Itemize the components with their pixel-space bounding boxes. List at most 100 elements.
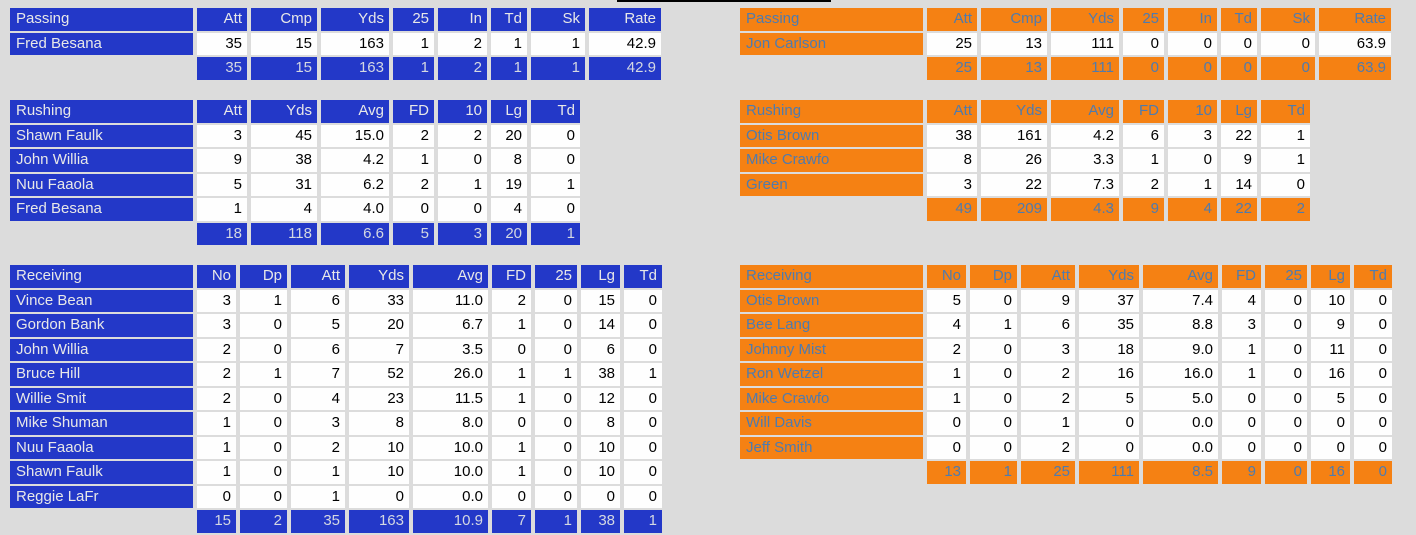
stat-cell: 19 [491, 173, 527, 196]
stat-cell: 11 [1311, 338, 1350, 361]
player-name-cell: Mike Crawfo [740, 387, 923, 410]
totals-stat-cell: 111 [1051, 57, 1119, 80]
stat-cell: 10 [581, 461, 620, 484]
stat-cell: 1 [438, 173, 487, 196]
stat-cell: 2 [1123, 173, 1164, 196]
column-header-td: Td [1354, 265, 1392, 288]
stat-cell: 1 [197, 198, 247, 221]
stat-cell: 0.0 [1143, 412, 1218, 435]
stat-cell: 20 [491, 124, 527, 147]
passing-header-row: Passing Att Cmp Yds 25 In Td Sk Rate [10, 8, 661, 31]
totals-stat-cell: 13 [981, 57, 1047, 80]
stat-cell: 0 [531, 124, 580, 147]
stat-cell: 4.2 [321, 149, 389, 172]
stat-cell: 0 [1265, 363, 1307, 386]
totals-stat-cell: 0 [1265, 461, 1307, 484]
player-row: Jon Carlson 25 13 111 0 0 0 0 63.9 [740, 32, 1391, 55]
stat-cell: 1 [291, 485, 345, 508]
totals-stat-cell: 20 [491, 222, 527, 245]
stat-cell: 0 [240, 387, 287, 410]
stat-cell: 31 [251, 173, 317, 196]
column-header-yds: Yds [981, 100, 1047, 123]
stat-cell: 5 [1311, 387, 1350, 410]
column-header-dp: Dp [970, 265, 1017, 288]
totals-row: 35 15 163 1 2 1 1 42.9 [10, 57, 661, 80]
player-name-cell: John Willia [10, 338, 193, 361]
stat-cell: 0 [927, 412, 966, 435]
stat-cell: 1 [1222, 363, 1261, 386]
stat-cell: 5 [197, 173, 247, 196]
totals-stat-cell: 6.6 [321, 222, 389, 245]
stat-cell: 13 [981, 32, 1047, 55]
totals-stat-cell: 0 [1123, 57, 1164, 80]
stat-cell: 4.0 [321, 198, 389, 221]
passing-header-row: Passing Att Cmp Yds 25 In Td Sk Rate [740, 8, 1391, 31]
totals-stat-cell: 7 [492, 510, 531, 533]
stat-cell: 10.0 [413, 461, 488, 484]
player-row: Will Davis 0 0 1 0 0.0 0 0 0 0 [740, 412, 1392, 435]
totals-row: 18 118 6.6 5 3 20 1 [10, 222, 580, 245]
stat-cell: 1 [492, 363, 531, 386]
totals-stat-cell: 9 [1123, 198, 1164, 221]
stat-cell: 0 [581, 485, 620, 508]
stat-cell: 0 [240, 436, 287, 459]
player-row: Jeff Smith 0 0 2 0 0.0 0 0 0 0 [740, 436, 1392, 459]
stat-cell: 0 [535, 436, 577, 459]
stat-cell: 0 [1123, 32, 1164, 55]
totals-row: 25 13 111 0 0 0 0 63.9 [740, 57, 1391, 80]
right-rushing-table: Rushing Att Yds Avg FD 10 Lg Td Otis Brown 38 161 4… [736, 98, 1314, 223]
totals-stat-cell: 4.3 [1051, 198, 1119, 221]
stat-cell: 2 [197, 363, 236, 386]
stat-cell: 16 [1079, 363, 1139, 386]
totals-stat-cell: 2 [1261, 198, 1310, 221]
stat-cell: 2 [197, 338, 236, 361]
totals-stat-cell: 15 [251, 57, 317, 80]
stat-cell: 0 [535, 412, 577, 435]
player-name-cell: Jon Carlson [740, 32, 923, 55]
stat-cell: 1 [927, 387, 966, 410]
stat-cell: 10.0 [413, 436, 488, 459]
stat-cell: 0 [240, 314, 287, 337]
totals-stat-cell: 13 [927, 461, 966, 484]
stat-cell: 7.3 [1051, 173, 1119, 196]
totals-stat-cell: 1 [970, 461, 1017, 484]
stat-cell: 7 [291, 363, 345, 386]
stat-cell: 0 [970, 412, 1017, 435]
player-name-cell: Mike Shuman [10, 412, 193, 435]
stat-cell: 4 [491, 198, 527, 221]
column-header-dp: Dp [240, 265, 287, 288]
stat-cell: 33 [349, 289, 409, 312]
totals-stat-cell: 2 [240, 510, 287, 533]
column-header-sk: Sk [531, 8, 585, 31]
player-name-cell: Otis Brown [740, 289, 923, 312]
stat-cell: 4 [251, 198, 317, 221]
left-passing-table: Passing Att Cmp Yds 25 In Td Sk Rate Fred Besana 3… [6, 6, 665, 82]
stat-cell: 0 [535, 289, 577, 312]
totals-row: 13 1 25 111 8.5 9 0 16 0 [740, 461, 1392, 484]
stat-cell: 0 [970, 436, 1017, 459]
totals-stat-cell: 63.9 [1319, 57, 1391, 80]
stat-cell: 0 [1265, 338, 1307, 361]
stat-cell: 1 [197, 461, 236, 484]
stat-cell: 0 [1222, 412, 1261, 435]
totals-stat-cell: 1 [491, 57, 527, 80]
column-header-lg: Lg [1311, 265, 1350, 288]
stat-cell: 0 [1221, 32, 1257, 55]
stat-cell: 0 [624, 461, 662, 484]
player-row: Ron Wetzel 1 0 2 16 16.0 1 0 16 0 [740, 363, 1392, 386]
totals-stat-cell: 5 [393, 222, 434, 245]
stat-cell: 63.9 [1319, 32, 1391, 55]
player-name-cell: Mike Crawfo [740, 149, 923, 172]
stat-cell: 14 [1221, 173, 1257, 196]
column-header-att: Att [927, 8, 977, 31]
totals-stat-cell: 3 [438, 222, 487, 245]
player-row: Otis Brown 38 161 4.2 6 3 22 1 [740, 124, 1310, 147]
player-name-cell: Will Davis [740, 412, 923, 435]
player-row: Otis Brown 5 0 9 37 7.4 4 0 10 0 [740, 289, 1392, 312]
stat-cell: 9.0 [1143, 338, 1218, 361]
column-header-avg: Avg [321, 100, 389, 123]
player-name-cell: Reggie LaFr [10, 485, 193, 508]
stat-cell: 0.0 [413, 485, 488, 508]
stat-cell: 3.5 [413, 338, 488, 361]
